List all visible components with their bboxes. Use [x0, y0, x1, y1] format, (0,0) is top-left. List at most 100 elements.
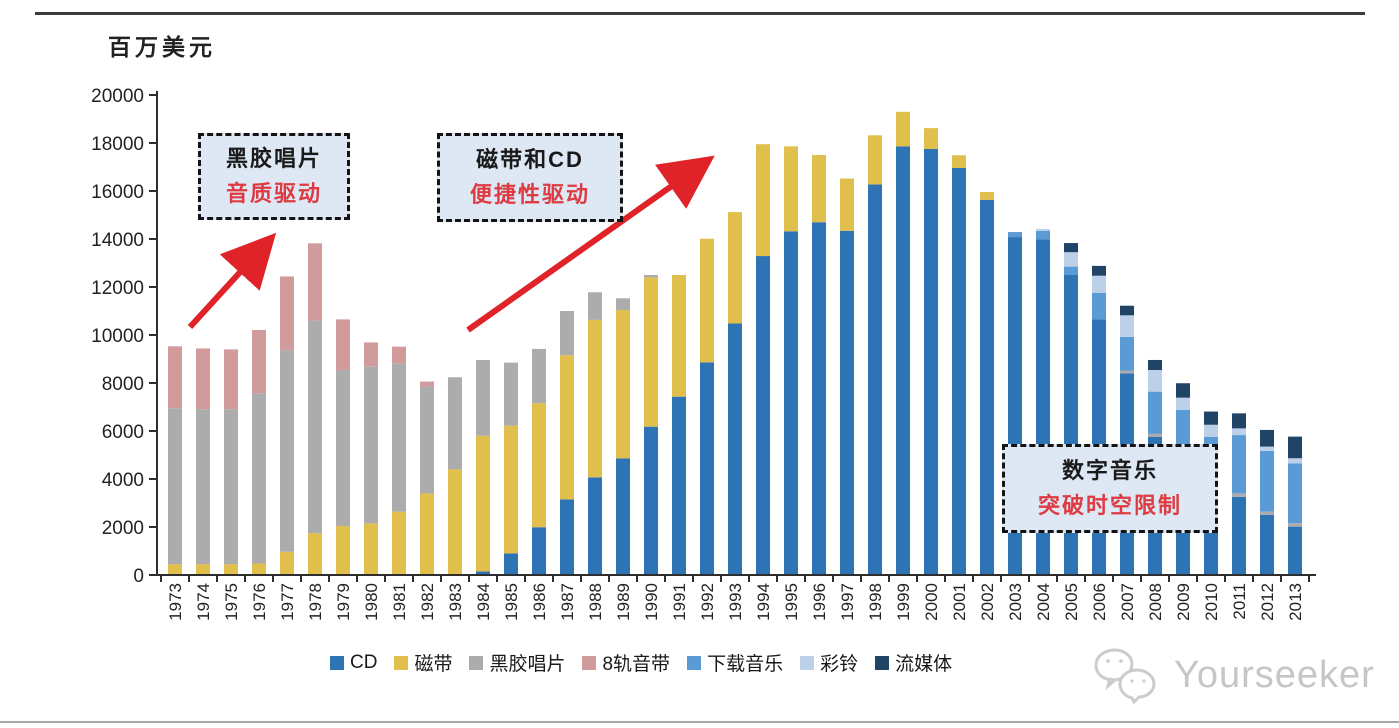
legend-item: 彩铃: [800, 649, 858, 676]
bar-segment: [812, 222, 826, 575]
bar-segment: [1120, 336, 1134, 371]
bar-segment: [924, 128, 938, 149]
bar-segment: [420, 381, 434, 387]
legend-item: 磁带: [394, 649, 452, 676]
bar-segment: [364, 523, 378, 575]
bar-segment: [840, 178, 854, 231]
bar-segment: [532, 348, 546, 404]
trend-arrows: [187, 155, 715, 333]
legend-item: CD: [330, 652, 377, 674]
bar-segment: [168, 408, 182, 565]
annotation-title: 磁带和CD: [476, 147, 584, 173]
legend-item: 8轨音带: [582, 649, 670, 676]
bar-segment: [1008, 232, 1022, 238]
watermark: Yourseeker: [1094, 646, 1375, 704]
y-tick-label: 6000: [102, 422, 144, 443]
bar-segment: [308, 320, 322, 534]
legend-label: 黑胶唱片: [489, 654, 566, 675]
bar-segment: [476, 359, 490, 436]
bar-segment: [1288, 526, 1302, 575]
bar-segment: [476, 435, 490, 572]
bar-segment: [1176, 397, 1190, 410]
bar-segment: [1232, 428, 1246, 436]
annotation-vinyl-era: 黑胶唱片 音质驱动: [198, 133, 350, 220]
x-tick-label: 1982: [418, 583, 437, 621]
bar-segment: [980, 199, 994, 575]
wechat-logo-icon: [1094, 648, 1156, 704]
bar-segment: [392, 346, 406, 364]
bar-segment: [252, 563, 266, 575]
x-tick-label: 2010: [1202, 583, 1221, 621]
bar-segment: [280, 350, 294, 552]
bar-segment: [1148, 370, 1162, 392]
legend-item: 下载音乐: [687, 649, 783, 676]
x-tick-label: 2011: [1230, 583, 1249, 620]
annotation-digital-era: 数字音乐 突破时空限制: [1002, 444, 1218, 533]
legend-swatch-icon: [469, 655, 484, 670]
annotation-subtitle: 突破时空限制: [1037, 492, 1182, 518]
bar-segment: [448, 469, 462, 575]
bar-segment: [756, 144, 770, 257]
x-tick-label: 2008: [1146, 583, 1165, 621]
x-tick-label: 2000: [922, 583, 941, 621]
bar-segment: [1120, 315, 1134, 337]
bar-segment: [532, 403, 546, 528]
bar-segment: [392, 511, 406, 575]
bar-segment: [952, 155, 966, 168]
bar-segment: [504, 425, 518, 554]
y-tick-label: 8000: [102, 374, 144, 395]
x-tick-label: 2001: [950, 583, 969, 621]
bar-segment: [504, 553, 518, 575]
bar-segment: [784, 231, 798, 575]
legend-label: 流媒体: [895, 654, 953, 675]
top-divider: [35, 12, 1365, 15]
x-tick-label: 1985: [502, 583, 521, 621]
bar-segment: [700, 238, 714, 363]
bottom-divider: [0, 721, 1399, 723]
bar-segment: [1120, 370, 1134, 374]
bar-segment: [420, 386, 434, 494]
x-tick-label: 2012: [1258, 583, 1277, 621]
bar-segment: [1064, 252, 1078, 267]
bar-segment: [1204, 424, 1218, 437]
bar-segment: [280, 551, 294, 575]
bars-group: [168, 111, 1302, 576]
bar-segment: [336, 526, 350, 575]
bar-segment: [896, 146, 910, 576]
annotation-title: 数字音乐: [1061, 458, 1158, 484]
legend-item: 黑胶唱片: [469, 649, 565, 676]
x-tick-label: 1978: [306, 583, 325, 621]
x-tick-label: 1979: [334, 583, 353, 621]
x-tick-label: 2013: [1286, 583, 1305, 621]
x-tick-label: 1989: [614, 583, 633, 621]
x-tick-label: 2006: [1090, 583, 1109, 621]
y-axis-ticks: 0 2000 4000 6000 8000 10000 12000 14000 16000 180…: [91, 86, 157, 587]
y-tick-label: 18000: [91, 134, 144, 155]
x-tick-label: 1988: [586, 583, 605, 621]
bar-segment: [700, 362, 714, 575]
x-tick-label: 2009: [1174, 583, 1193, 621]
bar-segment: [1260, 511, 1274, 515]
bar-segment: [224, 349, 238, 410]
x-tick-label: 1994: [754, 583, 773, 621]
bar-segment: [1176, 383, 1190, 398]
bar-segment: [420, 493, 434, 575]
bar-segment: [728, 323, 742, 575]
bar-segment: [476, 571, 490, 575]
bar-segment: [560, 499, 574, 575]
bar-segment: [1260, 429, 1274, 447]
x-tick-label: 2004: [1034, 583, 1053, 621]
bar-segment: [756, 256, 770, 575]
bar-segment: [1232, 496, 1246, 575]
x-tick-label: 1975: [222, 583, 241, 621]
bar-segment: [672, 275, 686, 397]
bar-segment: [1064, 243, 1078, 253]
bar-segment: [588, 477, 602, 575]
annotation-title: 黑胶唱片: [225, 146, 322, 172]
x-tick-label: 2002: [978, 583, 997, 621]
legend-swatch-icon: [875, 655, 890, 670]
bar-segment: [616, 310, 630, 459]
bar-segment: [868, 184, 882, 575]
bar-segment: [308, 533, 322, 575]
